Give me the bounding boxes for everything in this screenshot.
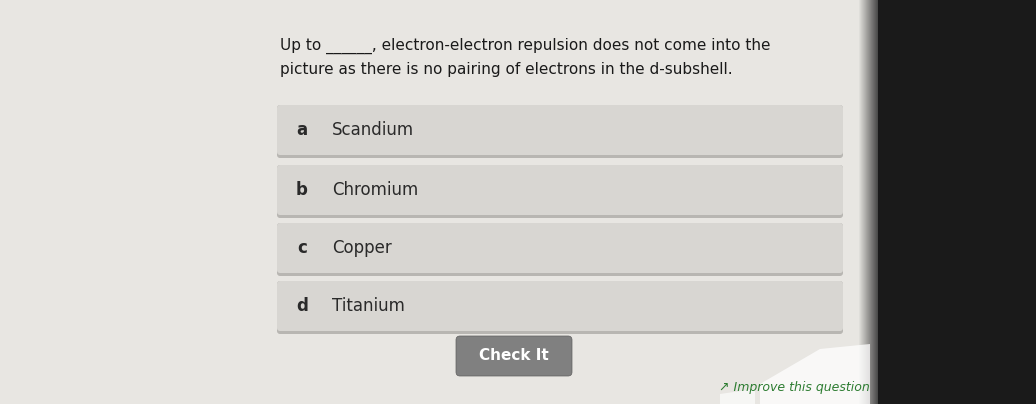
FancyBboxPatch shape: [277, 223, 843, 273]
Text: d: d: [296, 297, 308, 315]
FancyBboxPatch shape: [277, 223, 843, 276]
Text: a: a: [296, 121, 308, 139]
Text: c: c: [297, 239, 307, 257]
FancyBboxPatch shape: [277, 165, 843, 215]
FancyBboxPatch shape: [456, 336, 572, 376]
FancyBboxPatch shape: [877, 0, 1036, 404]
FancyBboxPatch shape: [277, 281, 843, 331]
Text: Titanium: Titanium: [332, 297, 405, 315]
Polygon shape: [760, 344, 870, 404]
Text: Copper: Copper: [332, 239, 392, 257]
Polygon shape: [720, 389, 755, 404]
Text: Chromium: Chromium: [332, 181, 419, 199]
FancyBboxPatch shape: [277, 105, 843, 155]
FancyBboxPatch shape: [277, 105, 843, 158]
FancyBboxPatch shape: [0, 0, 877, 404]
Text: picture as there is no pairing of electrons in the d-subshell.: picture as there is no pairing of electr…: [280, 62, 732, 77]
Text: b: b: [296, 181, 308, 199]
FancyBboxPatch shape: [277, 165, 843, 218]
Text: Check It: Check It: [479, 349, 549, 364]
FancyBboxPatch shape: [277, 281, 843, 334]
Text: ↗ Improve this question: ↗ Improve this question: [719, 381, 870, 394]
Text: Up to ______, electron-electron repulsion does not come into the: Up to ______, electron-electron repulsio…: [280, 38, 771, 54]
Text: Scandium: Scandium: [332, 121, 414, 139]
